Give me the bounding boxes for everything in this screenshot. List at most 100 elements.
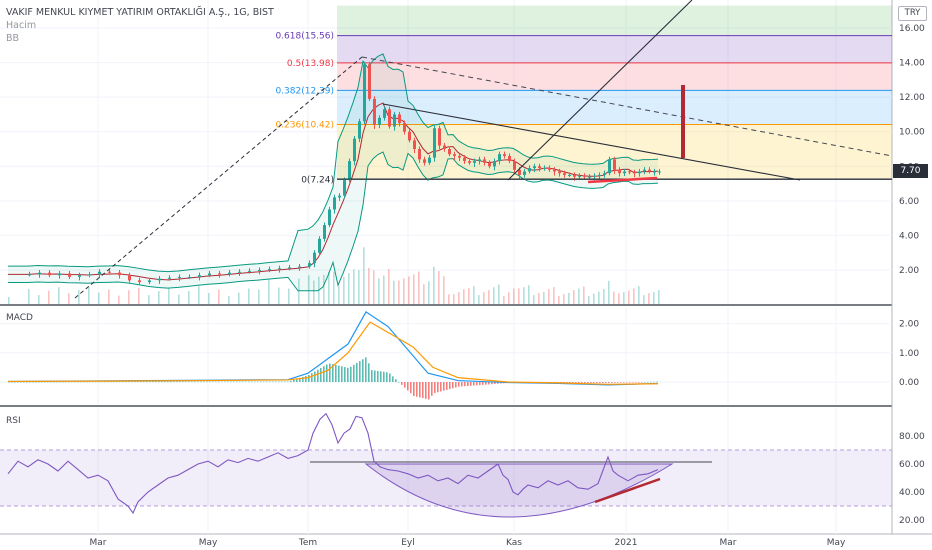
volume-bar	[108, 289, 110, 304]
volume-bar	[503, 296, 505, 304]
fib-zone-3	[337, 35, 892, 63]
candle-body	[28, 274, 31, 276]
volume-bar	[378, 278, 380, 304]
volume-bar	[443, 276, 445, 304]
candle-body	[228, 272, 231, 275]
macd-histogram-bar	[59, 381, 61, 383]
macd-histogram-bar	[329, 363, 331, 382]
macd-histogram-bar	[287, 381, 289, 383]
symbol-title: VAKIF MENKUL KIYMET YATIRIM ORTAKLIĞI A.…	[6, 7, 274, 18]
candle-body	[558, 171, 561, 174]
volume-bar	[363, 247, 365, 304]
macd-histogram-bar	[347, 367, 349, 382]
volume-bar	[453, 294, 455, 304]
macd-histogram-bar	[281, 381, 283, 383]
candle-body	[658, 171, 661, 173]
candle-body	[563, 173, 566, 175]
fib-zone-1	[337, 90, 892, 125]
volume-bar	[513, 288, 515, 304]
last-price-badge: 7.70	[893, 164, 928, 178]
volume-indicator-label[interactable]: Hacim	[6, 20, 37, 31]
macd-histogram-bar	[155, 381, 157, 383]
macd-histogram-bar	[368, 363, 370, 382]
macd-histogram-bar	[134, 381, 136, 383]
volume-bar	[448, 294, 450, 304]
macd-histogram-bar	[50, 381, 52, 383]
macd-histogram-bar	[482, 382, 484, 385]
target-height-marker	[681, 85, 685, 158]
volume-bar	[258, 289, 260, 304]
candle-body	[218, 273, 221, 275]
macd-histogram-bar	[32, 381, 34, 383]
macd-histogram-bar	[458, 382, 460, 387]
macd-histogram-bar	[230, 381, 232, 383]
candle-body	[98, 271, 101, 275]
macd-histogram-bar	[221, 381, 223, 383]
volume-bar	[158, 291, 160, 304]
macd-histogram-bar	[464, 382, 466, 387]
volume-bar	[368, 268, 370, 304]
candle-body	[298, 266, 301, 268]
candle-body	[323, 225, 326, 239]
candle-body	[638, 171, 641, 174]
macd-histogram-bar	[371, 370, 373, 382]
candle-body	[493, 161, 496, 167]
macd-histogram-bar	[605, 382, 607, 383]
candle-body	[443, 145, 446, 149]
volume-bar	[623, 292, 625, 304]
currency-button[interactable]: TRY	[898, 6, 927, 21]
macd-histogram-bar	[101, 381, 103, 383]
macd-histogram-bar	[239, 381, 241, 383]
macd-histogram-bar	[293, 379, 295, 382]
macd-histogram-bar	[470, 382, 472, 386]
macd-tick-label-2: 2.00	[899, 320, 919, 330]
candle-body	[578, 175, 581, 177]
macd-histogram-bar	[413, 382, 415, 397]
macd-histogram-bar	[278, 381, 280, 383]
candle-body	[538, 166, 541, 169]
rsi-line	[7, 412, 659, 515]
volume-bar	[413, 274, 415, 304]
volume-bar	[308, 275, 310, 304]
volume-bar	[483, 292, 485, 304]
macd-histogram-bar	[416, 382, 418, 397]
macd-histogram-bar	[632, 382, 634, 383]
volume-bar	[383, 275, 385, 304]
macd-histogram-bar	[23, 381, 25, 383]
macd-histogram-bar	[581, 382, 583, 383]
macd-histogram-bar	[395, 379, 397, 382]
macd-histogram-bar	[272, 381, 274, 383]
candle-body	[433, 128, 436, 158]
candle-body	[473, 161, 476, 163]
macd-histogram-bar	[635, 382, 637, 383]
macd-histogram-bar	[77, 381, 79, 383]
macd-histogram-bar	[320, 367, 322, 382]
bb-lower-line	[8, 151, 659, 292]
volume-bar	[313, 280, 315, 304]
candle-body	[383, 109, 386, 118]
macd-histogram-bar	[407, 382, 409, 391]
macd-histogram-bar	[590, 382, 592, 383]
macd-histogram-bar	[116, 381, 118, 383]
fib-level-label-1: 0.236(10.42)	[275, 120, 334, 130]
candle-body	[568, 174, 571, 176]
volume-bar	[288, 288, 290, 304]
candle-body	[343, 180, 346, 196]
bb-indicator-label[interactable]: BB	[6, 33, 20, 44]
time-tick-label-3: Eyl	[401, 538, 415, 548]
macd-histogram-bar	[47, 381, 49, 383]
macd-histogram-bar	[206, 381, 208, 383]
macd-histogram-bar	[65, 381, 67, 383]
macd-histogram-bar	[638, 382, 640, 383]
volume-bar	[268, 279, 270, 304]
candle-body	[468, 161, 471, 163]
macd-histogram-bar	[476, 382, 478, 386]
candle-body	[543, 168, 546, 170]
candle-body	[593, 175, 596, 177]
volume-bar	[353, 269, 355, 304]
macd-histogram-bar	[428, 382, 430, 400]
macd-histogram-bar	[452, 382, 454, 389]
macd-tick-label-0: 0.00	[899, 378, 919, 388]
candle-body	[108, 271, 111, 273]
